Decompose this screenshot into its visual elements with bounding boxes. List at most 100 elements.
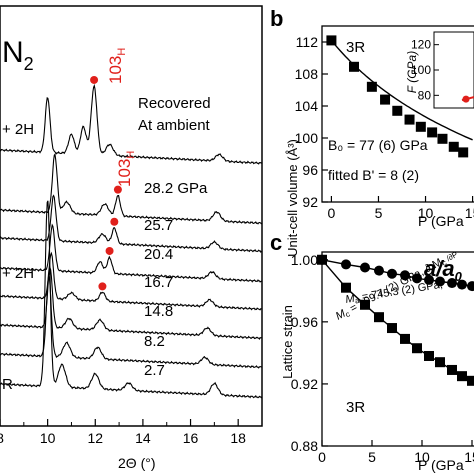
strain-phase-label: 3R xyxy=(346,399,365,416)
pressure-label-2: 20.4 xyxy=(144,246,173,263)
a-strain-point xyxy=(467,281,474,292)
xrd-traces xyxy=(0,83,262,399)
xrd-x-axis-label: 2Θ (°) xyxy=(118,455,156,471)
c-strain-point xyxy=(360,299,370,310)
inset-y-tick-label-1: 100 xyxy=(411,63,431,77)
xrd-trace-3 xyxy=(0,223,262,283)
strain-y-axis-label: Lattice strain xyxy=(280,305,295,379)
c-strain-point xyxy=(435,357,445,368)
peak-label-high-pressure: 103H xyxy=(115,151,137,187)
volume-point xyxy=(392,105,403,116)
xrd-x-tick-label-5: 18 xyxy=(230,430,246,446)
fitted-bprime-annotation: fitted B' = 8 (2) xyxy=(328,167,419,183)
c-strain-point xyxy=(387,323,397,334)
volume-x-tick-label-3: 15 xyxy=(465,205,474,221)
strain-x-tick-label-0: 0 xyxy=(318,449,326,465)
pressure-label-1: 25.7 xyxy=(144,217,173,234)
c-strain-point xyxy=(412,343,422,354)
volume-x-axis-label: P (GPa xyxy=(418,213,464,229)
strain-panel: c Lattice strain 0510150.880.920.961.00 … xyxy=(270,230,474,473)
xrd-trace-4 xyxy=(0,251,262,311)
a-axis-strain-points xyxy=(317,254,474,292)
xrd-trace-7 xyxy=(0,200,262,399)
xrd-trace-2 xyxy=(0,194,262,254)
volume-point xyxy=(448,141,459,152)
a-strain-point xyxy=(387,268,397,279)
volume-y-tick-label-4: 108 xyxy=(295,66,319,82)
a-strain-point xyxy=(424,274,434,285)
peak-label-recovered: 103H xyxy=(106,48,128,84)
f-inset: F (GPa) 80 100 120 xyxy=(405,31,474,109)
xrd-x-tick-label-4: 16 xyxy=(183,430,199,446)
xrd-frame xyxy=(0,5,263,427)
c-strain-point xyxy=(341,282,351,293)
a-strain-point xyxy=(400,270,410,281)
pressure-label-4: 14.8 xyxy=(144,303,173,320)
a-ratio-label: a/a0 xyxy=(424,256,463,284)
c-strain-point xyxy=(374,312,384,323)
volume-y-tick-label-3: 104 xyxy=(295,98,319,114)
phase-label-upper: + 2H xyxy=(2,121,34,138)
volume-point xyxy=(437,133,448,144)
pressure-label-6: 2.7 xyxy=(144,362,165,379)
inset-frame xyxy=(433,31,474,109)
peak-marker-4 xyxy=(98,282,107,291)
panel-b-letter: b xyxy=(270,6,283,31)
volume-y-tick-label-2: 100 xyxy=(295,130,319,146)
pressure-label-0: 28.2 GPa xyxy=(144,180,208,197)
strain-x-tick-label-3: 15 xyxy=(464,449,474,465)
xrd-panel: N2 103H 103H Recovered At ambient + 2H +… xyxy=(0,5,263,471)
volume-x-tick-label-0: 0 xyxy=(328,205,336,221)
xrd-x-axis: 8 10 12 14 16 18 xyxy=(0,419,246,446)
inset-y-axis-label: F (GPa) xyxy=(405,51,419,93)
bulk-modulus-annotation: B₀ = 77 (6) GPa xyxy=(328,137,428,153)
volume-point xyxy=(427,127,438,138)
a-strain-point xyxy=(341,259,351,270)
peak-marker-0 xyxy=(90,75,99,84)
xrd-trace-0 xyxy=(0,83,262,165)
inset-y-tick-label-2: 120 xyxy=(411,38,431,52)
ambient-label: At ambient xyxy=(138,117,211,134)
peak-marker-3 xyxy=(105,246,114,255)
volume-y-tick-label-5: 112 xyxy=(296,34,319,50)
strain-axes: 0 5 10 15 0.88 0.92 0.96 1.00 xyxy=(291,252,474,465)
strain-y-tick-label-1: 0.92 xyxy=(291,376,318,392)
xrd-title: N2 xyxy=(2,36,34,74)
xrd-trace-1 xyxy=(0,152,262,225)
peak-marker-2 xyxy=(110,217,119,226)
a-strain-point xyxy=(374,265,384,276)
a-strain-point xyxy=(457,279,467,290)
volume-phase-label: 3R xyxy=(346,39,365,56)
strain-frame xyxy=(321,251,474,447)
volume-y-tick-label-1: 96 xyxy=(302,162,318,178)
volume-x-tick-label-1: 5 xyxy=(375,205,383,221)
volume-frame xyxy=(321,25,474,203)
strain-y-tick-label-2: 0.96 xyxy=(291,314,318,330)
volume-y-tick-label-0: 92 xyxy=(302,194,318,210)
volume-panel: b Unit-cell volume (Å³) 0 5 10 15 92 96 100 104… xyxy=(270,6,474,257)
panel-c-letter: c xyxy=(270,230,282,255)
volume-point xyxy=(380,94,391,105)
a-strain-point xyxy=(447,278,457,289)
c-strain-point xyxy=(424,350,434,361)
inset-f-marker xyxy=(462,95,470,103)
c-axis-strain-points xyxy=(317,254,474,386)
strain-x-axis-label: P (GPa xyxy=(418,457,464,473)
a-strain-point xyxy=(360,262,370,273)
peak-marker-1 xyxy=(113,185,122,194)
volume-point xyxy=(349,61,359,72)
volume-data-points xyxy=(326,35,469,158)
volume-point xyxy=(415,121,426,132)
a-strain-point xyxy=(412,273,422,284)
strain-y-tick-label-3: 1.00 xyxy=(291,252,318,268)
a-strain-point xyxy=(435,276,445,287)
volume-point xyxy=(366,81,377,92)
inset-axis: 80 100 120 xyxy=(411,38,439,102)
xrd-x-tick-label-1: 10 xyxy=(40,430,56,446)
xrd-x-tick-label-2: 12 xyxy=(87,430,103,446)
phase-label-lower: R xyxy=(2,376,13,393)
volume-axes: 0 5 10 15 92 96 100 104 108 112 xyxy=(295,34,474,221)
strain-y-tick-label-0: 0.88 xyxy=(291,438,318,454)
strain-x-tick-label-1: 5 xyxy=(368,449,376,465)
phase-label-middle: + 2H xyxy=(2,265,34,282)
